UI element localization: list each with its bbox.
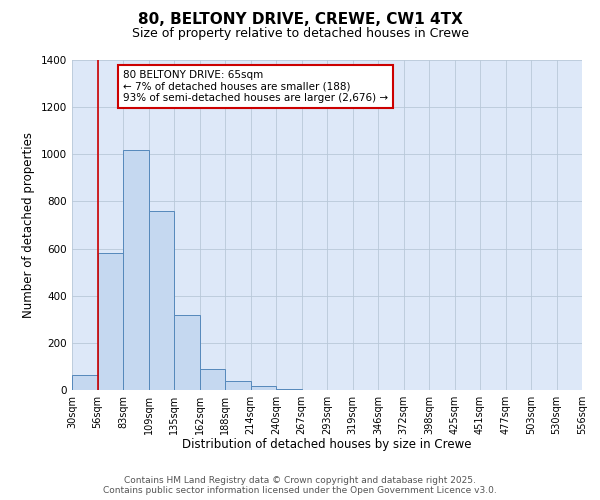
Bar — [199, 370, 225, 390]
Bar — [251, 386, 276, 390]
Bar — [225, 380, 251, 390]
Bar — [123, 150, 149, 390]
Text: Size of property relative to detached houses in Crewe: Size of property relative to detached ho… — [131, 28, 469, 40]
Bar — [149, 211, 174, 390]
Text: Contains HM Land Registry data © Crown copyright and database right 2025.
Contai: Contains HM Land Registry data © Crown c… — [103, 476, 497, 495]
Bar — [72, 374, 97, 390]
X-axis label: Distribution of detached houses by size in Crewe: Distribution of detached houses by size … — [182, 438, 472, 452]
Bar — [97, 254, 123, 390]
Text: 80 BELTONY DRIVE: 65sqm
← 7% of detached houses are smaller (188)
93% of semi-de: 80 BELTONY DRIVE: 65sqm ← 7% of detached… — [123, 70, 388, 103]
Y-axis label: Number of detached properties: Number of detached properties — [22, 132, 35, 318]
Bar — [276, 389, 302, 390]
Text: 80, BELTONY DRIVE, CREWE, CW1 4TX: 80, BELTONY DRIVE, CREWE, CW1 4TX — [137, 12, 463, 28]
Bar — [174, 314, 199, 390]
